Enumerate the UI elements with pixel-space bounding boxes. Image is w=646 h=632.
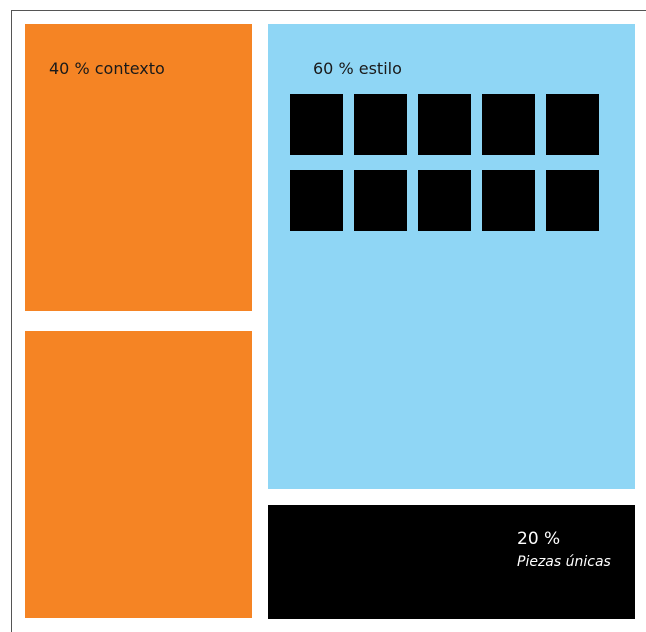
style-square [354, 94, 407, 155]
unique-pieces-block: 20 % Piezas únicas [268, 505, 635, 619]
context-block-top: 40 % contexto [25, 24, 252, 311]
style-square [290, 170, 343, 231]
context-block-bottom [25, 331, 252, 618]
style-square [354, 170, 407, 231]
context-label: 40 % contexto [49, 59, 165, 78]
style-square [290, 94, 343, 155]
unique-percent-label: 20 % [517, 529, 561, 549]
style-label: 60 % estilo [313, 59, 402, 78]
style-block: 60 % estilo [268, 24, 635, 489]
unique-caption-label: Piezas únicas [517, 554, 611, 570]
style-square [418, 170, 471, 231]
style-square [546, 94, 599, 155]
style-square [418, 94, 471, 155]
style-square [546, 170, 599, 231]
diagram-frame [11, 10, 646, 632]
style-square [482, 170, 535, 231]
style-square [482, 94, 535, 155]
